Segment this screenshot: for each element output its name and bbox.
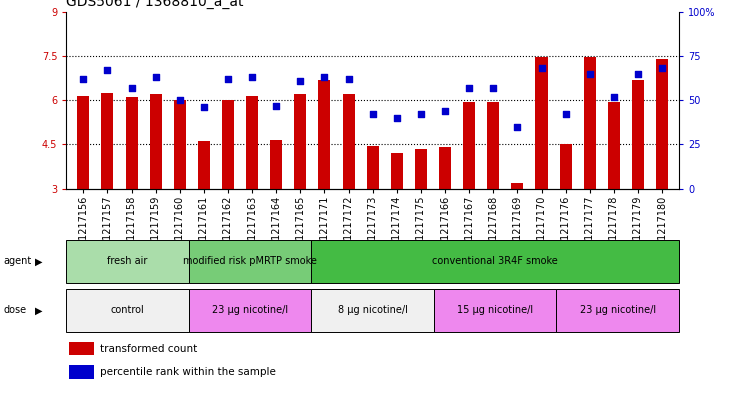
Point: [584, 70, 596, 77]
Point: [270, 102, 282, 108]
Text: ▶: ▶: [35, 256, 43, 266]
Bar: [198, 141, 210, 189]
Bar: [367, 146, 379, 189]
Point: [102, 67, 114, 73]
Bar: [584, 57, 596, 189]
Bar: [342, 94, 354, 189]
Text: 15 μg nicotine/l: 15 μg nicotine/l: [457, 305, 534, 316]
Point: [246, 74, 258, 80]
Bar: [101, 93, 114, 189]
Point: [222, 76, 234, 82]
Point: [487, 84, 499, 91]
Bar: [311, 289, 434, 332]
Point: [559, 111, 571, 118]
Bar: [66, 289, 189, 332]
Bar: [311, 240, 679, 283]
Point: [150, 74, 162, 80]
Bar: [391, 153, 403, 189]
Point: [198, 104, 210, 110]
Bar: [463, 102, 475, 189]
Point: [319, 74, 331, 80]
Bar: [608, 102, 620, 189]
Point: [125, 84, 137, 91]
Point: [367, 111, 379, 118]
Bar: [125, 97, 137, 189]
Bar: [656, 59, 668, 189]
Point: [632, 70, 644, 77]
Point: [536, 65, 548, 72]
Text: fresh air: fresh air: [108, 256, 148, 266]
Text: modified risk pMRTP smoke: modified risk pMRTP smoke: [183, 256, 317, 266]
Point: [77, 76, 89, 82]
Text: GDS5061 / 1368810_a_at: GDS5061 / 1368810_a_at: [66, 0, 244, 9]
Bar: [511, 183, 523, 189]
Bar: [487, 102, 500, 189]
Point: [656, 65, 668, 72]
Bar: [559, 144, 572, 189]
Point: [391, 115, 403, 121]
Bar: [77, 96, 89, 189]
Text: agent: agent: [4, 256, 32, 266]
Bar: [222, 100, 234, 189]
Bar: [189, 240, 311, 283]
Bar: [632, 79, 644, 189]
Point: [608, 94, 620, 100]
Text: conventional 3R4F smoke: conventional 3R4F smoke: [432, 256, 558, 266]
Bar: [246, 96, 258, 189]
Point: [511, 123, 523, 130]
Bar: [556, 289, 679, 332]
Text: 23 μg nicotine/l: 23 μg nicotine/l: [212, 305, 289, 316]
Point: [174, 97, 186, 103]
Text: dose: dose: [4, 305, 27, 316]
Bar: [318, 79, 331, 189]
Text: 23 μg nicotine/l: 23 μg nicotine/l: [579, 305, 656, 316]
Bar: [173, 100, 186, 189]
Text: 8 μg nicotine/l: 8 μg nicotine/l: [338, 305, 407, 316]
Point: [415, 111, 427, 118]
Bar: [434, 289, 556, 332]
Bar: [439, 147, 451, 189]
Text: transformed count: transformed count: [100, 343, 197, 354]
Point: [439, 108, 451, 114]
Bar: [69, 342, 94, 355]
Bar: [66, 240, 189, 283]
Bar: [294, 94, 306, 189]
Bar: [189, 289, 311, 332]
Text: control: control: [111, 305, 145, 316]
Bar: [69, 365, 94, 379]
Bar: [270, 140, 282, 189]
Bar: [415, 149, 427, 189]
Point: [294, 77, 306, 84]
Point: [342, 76, 354, 82]
Point: [463, 84, 475, 91]
Bar: [536, 57, 548, 189]
Bar: [150, 94, 162, 189]
Text: ▶: ▶: [35, 305, 43, 316]
Text: percentile rank within the sample: percentile rank within the sample: [100, 367, 276, 377]
